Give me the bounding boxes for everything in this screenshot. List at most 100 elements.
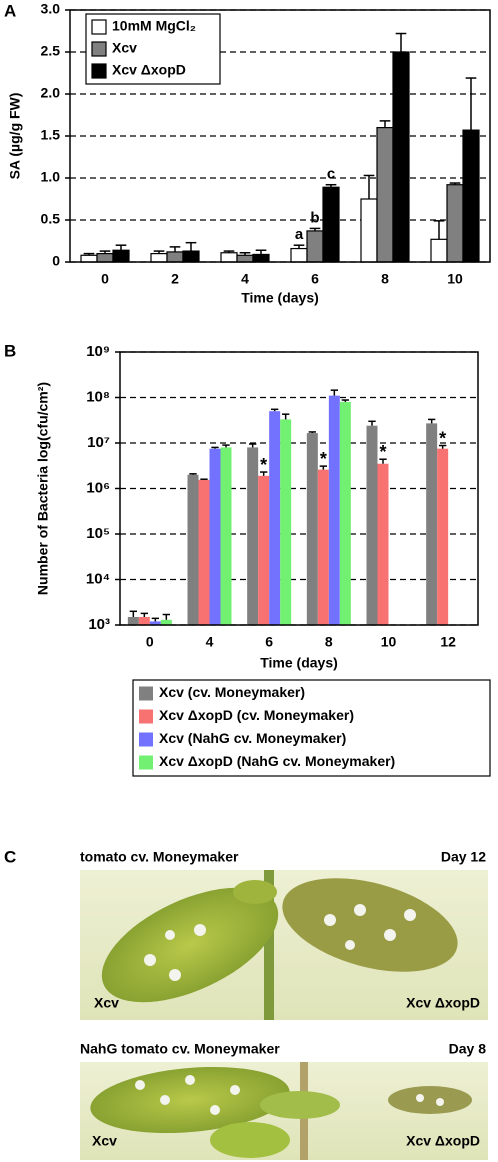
legend-label: Xcv (NahG cv. Moneymaker) [159,730,346,746]
y-tick-label: 1.0 [41,169,61,185]
significance-marker: * [260,455,267,475]
x-tick-label: 0 [101,271,109,287]
bar [366,425,378,625]
photo-day: Day 12 [441,849,486,865]
bar [392,51,410,263]
x-tick-label: 10 [447,271,463,287]
y-tick-label: 3.0 [41,1,61,17]
panel-label: A [4,1,16,20]
photo-label: Xcv [94,995,119,1011]
bar [258,475,270,625]
significance-marker: b [310,209,319,226]
bar [198,479,210,625]
bar [360,198,378,263]
bar [127,616,139,625]
photo-label: Xcv [92,1133,117,1149]
x-tick-label: 8 [325,634,333,650]
bar [150,253,168,263]
bar [437,448,449,625]
bar [446,184,464,263]
y-tick-label: 10⁷ [87,434,110,451]
legend-swatch [139,686,153,701]
significance-marker: c [327,166,335,183]
y-axis-title: SA (µg/g FW) [7,93,23,180]
bar [80,254,98,263]
legend-label: 10mM MgCl₂ [112,18,196,34]
legend-label: Xcv (cv. Moneymaker) [159,684,305,700]
bar [462,129,480,263]
y-tick-label: 10⁵ [86,525,110,542]
x-tick-label: 12 [440,634,456,650]
bar [252,253,270,263]
y-tick-label: 1.5 [41,127,61,143]
legend-swatch [91,41,107,57]
x-tick-label: 0 [146,634,154,650]
x-tick-label: 2 [171,271,179,287]
legend-swatch [91,19,107,35]
bar [306,433,318,625]
legend-swatch [91,63,107,79]
bar [317,469,329,625]
bar [247,447,259,625]
bar [166,251,184,263]
bar [426,423,438,625]
significance-marker: a [295,226,304,243]
legend-label: Xcv [112,40,137,56]
photo-day: Day 8 [449,1041,487,1057]
y-tick-label: 0.5 [41,211,61,227]
x-tick-label: 4 [206,634,214,650]
legend-swatch [139,732,153,747]
photo-title: NahG tomato cv. Moneymaker [80,1041,280,1057]
plot-frame [69,9,491,263]
panel-label: B [4,341,16,360]
legend-swatch [139,755,153,770]
x-tick-label: 6 [265,634,273,650]
bar [376,126,394,263]
photo-title: tomato cv. Moneymaker [80,849,239,865]
photo-2 [80,1062,488,1160]
bar [269,411,281,625]
legend-label: Xcv ΔxopD [112,62,186,78]
bar [290,247,308,263]
y-tick-label: 2.5 [41,43,61,59]
x-axis-title: Time (days) [241,290,319,306]
x-tick-label: 8 [381,271,389,287]
bar [322,186,340,263]
legend-swatch [139,709,153,724]
y-tick-label: 10³ [88,616,110,633]
legend-box [85,13,221,85]
bar [160,619,172,625]
bar [149,621,161,625]
bar [138,616,150,625]
legend-label: Xcv ΔxopD (cv. Moneymaker) [159,707,354,723]
legend-label: Xcv ΔxopD (NahG cv. Moneymaker) [159,753,395,769]
bar [236,254,254,263]
bar [306,230,324,263]
y-tick-label: 10⁶ [86,479,110,496]
bar [187,474,199,625]
bar [430,238,448,263]
legend-box [132,679,491,777]
bar [96,253,114,263]
x-tick-label: 10 [381,634,397,650]
photo-label: Xcv ΔxopD [406,995,480,1011]
y-tick-label: 10⁸ [86,388,110,405]
y-axis-title: Number of Bacteria log(cfu/cm²) [35,382,51,595]
x-tick-label: 4 [241,271,249,287]
y-tick-label: 10⁹ [86,343,110,360]
bar [280,419,292,625]
bar [220,447,232,625]
bar [209,448,221,625]
bar [339,401,351,625]
panel-label: C [4,847,16,866]
y-tick-label: 10⁴ [86,570,110,587]
photo-label: Xcv ΔxopD [406,1133,480,1149]
y-tick-label: 2.0 [41,85,61,101]
bar [182,250,200,263]
bar [377,463,389,625]
significance-marker: * [439,428,446,448]
significance-marker: * [379,442,386,462]
x-tick-label: 6 [311,271,319,287]
plot-frame [119,351,479,626]
